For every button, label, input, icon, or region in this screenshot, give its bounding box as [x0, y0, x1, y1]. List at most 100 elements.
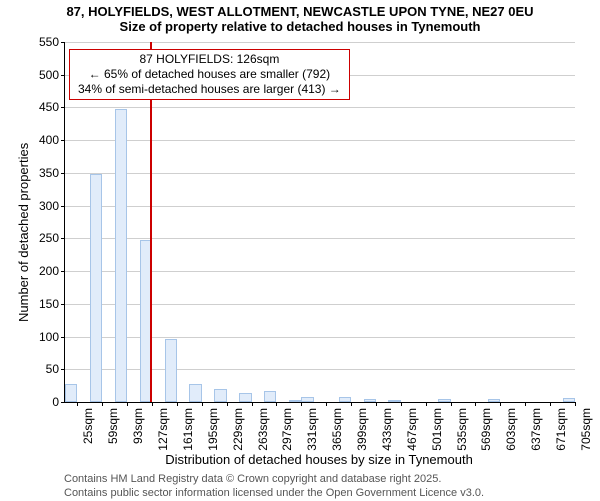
y-tick-label: 250	[39, 231, 59, 245]
y-tick-label: 550	[39, 35, 59, 49]
annotation-line-3: 34% of semi-detached houses are larger (…	[78, 82, 341, 97]
histogram-bar	[165, 339, 177, 402]
y-tick-mark	[61, 238, 65, 239]
x-tick-label: 365sqm	[330, 408, 344, 451]
y-tick-label: 300	[39, 199, 59, 213]
chart-title: 87, HOLYFIELDS, WEST ALLOTMENT, NEWCASTL…	[0, 4, 600, 34]
x-tick-mark	[177, 402, 178, 406]
x-tick-mark	[376, 402, 377, 406]
y-tick-mark	[61, 337, 65, 338]
x-tick-label: 93sqm	[131, 408, 145, 444]
y-tick-mark	[61, 42, 65, 43]
y-tick-label: 450	[39, 100, 59, 114]
x-tick-label: 263sqm	[256, 408, 270, 451]
x-tick-mark	[451, 402, 452, 406]
x-tick-label: 501sqm	[430, 408, 444, 451]
x-tick-mark	[575, 402, 576, 406]
annotation-box: 87 HOLYFIELDS: 126sqm← 65% of detached h…	[69, 49, 350, 100]
y-tick-label: 400	[39, 133, 59, 147]
footer-line-2: Contains public sector information licen…	[64, 486, 484, 500]
x-tick-label: 399sqm	[355, 408, 369, 451]
x-tick-label: 535sqm	[455, 408, 469, 451]
histogram-bar	[488, 399, 500, 402]
x-tick-mark	[276, 402, 277, 406]
gridline	[65, 206, 575, 207]
y-tick-mark	[61, 206, 65, 207]
x-tick-mark	[426, 402, 427, 406]
chart-container: 87, HOLYFIELDS, WEST ALLOTMENT, NEWCASTL…	[0, 0, 600, 500]
gridline	[65, 107, 575, 108]
histogram-bar	[239, 393, 251, 402]
histogram-bar	[289, 400, 301, 402]
x-tick-label: 671sqm	[554, 408, 568, 451]
x-tick-label: 637sqm	[529, 408, 543, 451]
x-tick-label: 161sqm	[181, 408, 195, 451]
x-tick-mark	[525, 402, 526, 406]
y-tick-mark	[61, 369, 65, 370]
gridline	[65, 173, 575, 174]
y-tick-mark	[61, 271, 65, 272]
x-axis-label: Distribution of detached houses by size …	[64, 452, 574, 467]
x-tick-label: 569sqm	[479, 408, 493, 451]
annotation-line-2: ← 65% of detached houses are smaller (79…	[78, 67, 341, 82]
y-axis-label: Number of detached properties	[16, 143, 31, 322]
x-tick-mark	[351, 402, 352, 406]
x-tick-mark	[326, 402, 327, 406]
y-tick-label: 500	[39, 68, 59, 82]
title-line-1: 87, HOLYFIELDS, WEST ALLOTMENT, NEWCASTL…	[0, 4, 600, 19]
x-tick-label: 331sqm	[305, 408, 319, 451]
x-tick-label: 59sqm	[106, 408, 120, 444]
plot-area: 05010015020025030035040045050055025sqm59…	[64, 42, 575, 403]
y-tick-mark	[61, 75, 65, 76]
x-tick-label: 195sqm	[206, 408, 220, 451]
y-tick-label: 50	[46, 362, 59, 376]
x-tick-mark	[77, 402, 78, 406]
x-tick-mark	[475, 402, 476, 406]
histogram-bar	[388, 400, 400, 402]
histogram-bar	[301, 397, 313, 402]
x-tick-mark	[152, 402, 153, 406]
x-tick-label: 603sqm	[504, 408, 518, 451]
y-tick-label: 350	[39, 166, 59, 180]
x-tick-label: 127sqm	[156, 408, 170, 451]
y-tick-mark	[61, 304, 65, 305]
footer-text: Contains HM Land Registry data © Crown c…	[64, 472, 484, 501]
histogram-bar	[90, 174, 102, 402]
x-tick-mark	[401, 402, 402, 406]
y-tick-mark	[61, 173, 65, 174]
footer-line-1: Contains HM Land Registry data © Crown c…	[64, 472, 484, 486]
annotation-line-1: 87 HOLYFIELDS: 126sqm	[78, 52, 341, 67]
title-line-2: Size of property relative to detached ho…	[0, 19, 600, 34]
x-tick-mark	[102, 402, 103, 406]
x-tick-mark	[252, 402, 253, 406]
y-tick-mark	[61, 140, 65, 141]
x-tick-mark	[500, 402, 501, 406]
histogram-bar	[189, 384, 201, 402]
y-tick-label: 150	[39, 297, 59, 311]
y-tick-label: 100	[39, 330, 59, 344]
x-tick-label: 467sqm	[405, 408, 419, 451]
histogram-bar	[563, 398, 575, 402]
histogram-bar	[264, 391, 276, 402]
y-tick-mark	[61, 402, 65, 403]
x-tick-mark	[550, 402, 551, 406]
histogram-bar	[339, 397, 351, 402]
x-tick-label: 25sqm	[81, 408, 95, 444]
x-tick-label: 297sqm	[280, 408, 294, 451]
y-tick-mark	[61, 107, 65, 108]
histogram-bar	[115, 109, 127, 402]
gridline	[65, 140, 575, 141]
histogram-bar	[438, 399, 450, 402]
histogram-bar	[65, 384, 77, 402]
gridline	[65, 42, 575, 43]
histogram-bar	[364, 399, 376, 402]
x-tick-mark	[301, 402, 302, 406]
x-tick-mark	[202, 402, 203, 406]
histogram-bar	[214, 389, 226, 402]
x-tick-mark	[127, 402, 128, 406]
x-tick-label: 433sqm	[380, 408, 394, 451]
x-tick-mark	[227, 402, 228, 406]
x-tick-label: 705sqm	[579, 408, 593, 451]
x-tick-label: 229sqm	[231, 408, 245, 451]
y-tick-label: 200	[39, 264, 59, 278]
